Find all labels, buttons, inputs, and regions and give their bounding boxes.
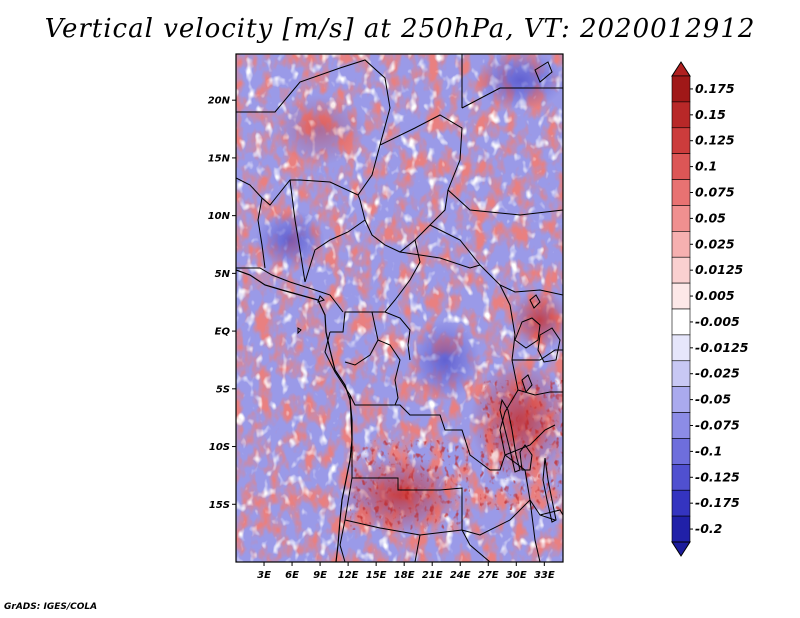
colorbar-top-arrow bbox=[671, 61, 691, 77]
lat-tick-label: 15N bbox=[208, 153, 231, 164]
colorbar-swatch bbox=[671, 282, 691, 310]
colorbar-label: 0.125 bbox=[695, 133, 735, 148]
lat-tick-label: 15S bbox=[209, 500, 230, 511]
map-title: Vertical velocity [m/s] at 250hPa, VT: 2… bbox=[44, 14, 756, 44]
map-frame bbox=[235, 53, 564, 563]
colorbar-label: 0.075 bbox=[695, 185, 735, 200]
colorbar-swatch bbox=[671, 179, 691, 206]
lon-tick-label: 3E bbox=[257, 570, 271, 581]
colorbar-label: -0.075 bbox=[695, 418, 740, 433]
lat-tick-label: EQ bbox=[215, 327, 231, 338]
colorbar-label: -0.175 bbox=[695, 495, 740, 510]
colorbar-swatch bbox=[671, 489, 691, 517]
colorbar-label: 0.0125 bbox=[695, 262, 744, 277]
country-borders bbox=[236, 54, 563, 562]
lat-tick-label: 10N bbox=[208, 211, 231, 222]
colorbar-label: -0.1 bbox=[695, 443, 722, 458]
colorbar-swatch bbox=[671, 464, 691, 491]
lakes bbox=[499, 61, 561, 523]
lon-tick-label: 27E bbox=[478, 570, 499, 581]
colorbar-label: 0.025 bbox=[695, 236, 735, 251]
colorbar-label: 0.1 bbox=[695, 159, 717, 174]
lon-tick-label: 12E bbox=[338, 570, 359, 581]
colorbar-swatch bbox=[671, 515, 691, 543]
latitude-axis: 20N 15N 10N 5N EQ 5S 10S 15S bbox=[208, 96, 236, 511]
colorbar-swatch bbox=[671, 256, 691, 284]
colorbar-bottom-arrow bbox=[671, 541, 691, 557]
colorbar-label: 0.05 bbox=[695, 210, 726, 225]
colorbar-label: -0.0125 bbox=[695, 340, 749, 355]
colorbar-swatch bbox=[671, 231, 691, 258]
colorbar-label: -0.125 bbox=[695, 469, 740, 484]
lon-tick-label: 9E bbox=[313, 570, 327, 581]
colorbar-swatch bbox=[671, 101, 691, 129]
colorbar-label: 0.005 bbox=[695, 288, 735, 303]
lon-tick-label: 6E bbox=[285, 570, 299, 581]
colorbar-swatch bbox=[671, 334, 691, 362]
lon-tick-label: 18E bbox=[394, 570, 415, 581]
colorbar: 0.175 0.15 0.125 0.1 0.075 0.05 0.025 0.0125 0.0… bbox=[671, 61, 749, 557]
colorbar-label: 0.175 bbox=[695, 81, 735, 96]
lon-tick-label: 21E bbox=[422, 570, 443, 581]
lat-tick-label: 10S bbox=[209, 442, 230, 453]
lat-tick-label: 20N bbox=[208, 96, 231, 107]
lat-tick-label: 5N bbox=[215, 269, 231, 280]
map-plot: 20N 15N 10N 5N EQ 5S 10S 15S 3E 6E 9E 12E 15E 18E 21E… bbox=[208, 53, 749, 581]
colorbar-label: 0.15 bbox=[695, 107, 726, 122]
colorbar-swatch bbox=[671, 205, 691, 232]
coastline bbox=[236, 269, 353, 562]
colorbar-swatch bbox=[671, 412, 691, 439]
colorbar-swatch bbox=[671, 360, 691, 387]
colorbar-label: -0.05 bbox=[695, 392, 731, 407]
footer-credit: GrADS: IGES/COLA bbox=[4, 602, 98, 612]
longitude-axis: 3E 6E 9E 12E 15E 18E 21E 24E 27E 30E 33E bbox=[257, 562, 555, 581]
colorbar-swatch bbox=[671, 308, 691, 336]
velocity-field bbox=[236, 54, 563, 562]
colorbar-swatch bbox=[671, 153, 691, 180]
colorbar-label: -0.025 bbox=[695, 366, 740, 381]
lon-tick-label: 33E bbox=[534, 570, 555, 581]
lat-tick-label: 5S bbox=[216, 384, 230, 395]
colorbar-swatch bbox=[671, 127, 691, 154]
lon-tick-label: 24E bbox=[450, 570, 471, 581]
colorbar-label: -0.2 bbox=[695, 521, 722, 536]
lon-tick-label: 15E bbox=[366, 570, 387, 581]
colorbar-swatch bbox=[671, 75, 691, 103]
lon-tick-label: 30E bbox=[506, 570, 527, 581]
colorbar-label: -0.005 bbox=[695, 314, 740, 329]
colorbar-swatch bbox=[671, 386, 691, 413]
colorbar-swatch bbox=[671, 438, 691, 465]
